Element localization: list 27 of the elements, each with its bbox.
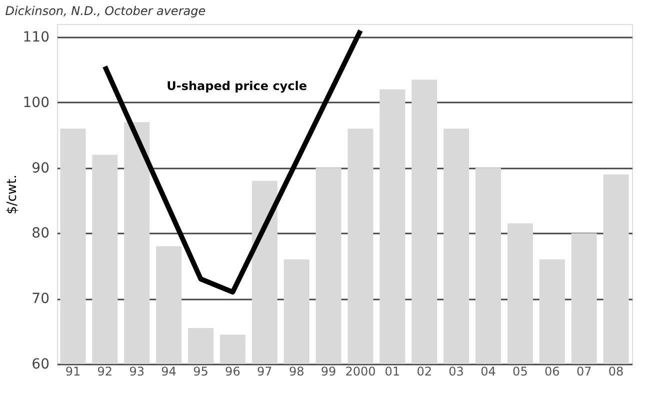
x-tick-label: 02 bbox=[416, 364, 432, 378]
x-tick-label: 94 bbox=[161, 364, 176, 378]
x-tick-label: 03 bbox=[448, 364, 464, 378]
annotation: U-shaped price cycle bbox=[166, 79, 307, 93]
x-tick-label: 98 bbox=[288, 364, 304, 378]
chart-subtitle: Dickinson, N.D., October average bbox=[5, 4, 206, 18]
y-tick-label: 60 bbox=[32, 356, 50, 372]
x-tick-label: 06 bbox=[544, 364, 560, 378]
x-tick-label: 04 bbox=[480, 364, 496, 378]
x-tick-label: 93 bbox=[129, 364, 144, 378]
x-tick-label: 92 bbox=[97, 364, 113, 378]
x-tick-label: 07 bbox=[576, 364, 592, 378]
x-tick-label: 91 bbox=[65, 364, 81, 378]
x-tick-label: 97 bbox=[257, 364, 272, 378]
x-tick-label: 05 bbox=[512, 364, 528, 378]
y-tick-label: 110 bbox=[22, 30, 50, 46]
y-tick-label: 90 bbox=[32, 160, 50, 176]
x-tick-label: 08 bbox=[608, 364, 624, 378]
y-axis-title: $/cwt. bbox=[4, 174, 20, 214]
y-tick-label: 80 bbox=[32, 226, 50, 242]
x-tick-label: 2000 bbox=[345, 364, 376, 378]
x-tick-label: 95 bbox=[193, 364, 208, 378]
x-tick-label: 96 bbox=[225, 364, 240, 378]
x-tick-label: 99 bbox=[320, 364, 336, 378]
y-tick-label: 70 bbox=[32, 291, 50, 308]
y-tick-label: 100 bbox=[22, 94, 50, 111]
x-tick-label: 01 bbox=[384, 364, 400, 378]
